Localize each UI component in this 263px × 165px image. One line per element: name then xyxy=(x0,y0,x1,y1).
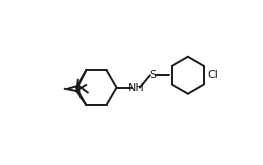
Text: NH: NH xyxy=(128,82,144,93)
Text: S: S xyxy=(149,70,156,80)
Text: Cl: Cl xyxy=(207,70,218,80)
